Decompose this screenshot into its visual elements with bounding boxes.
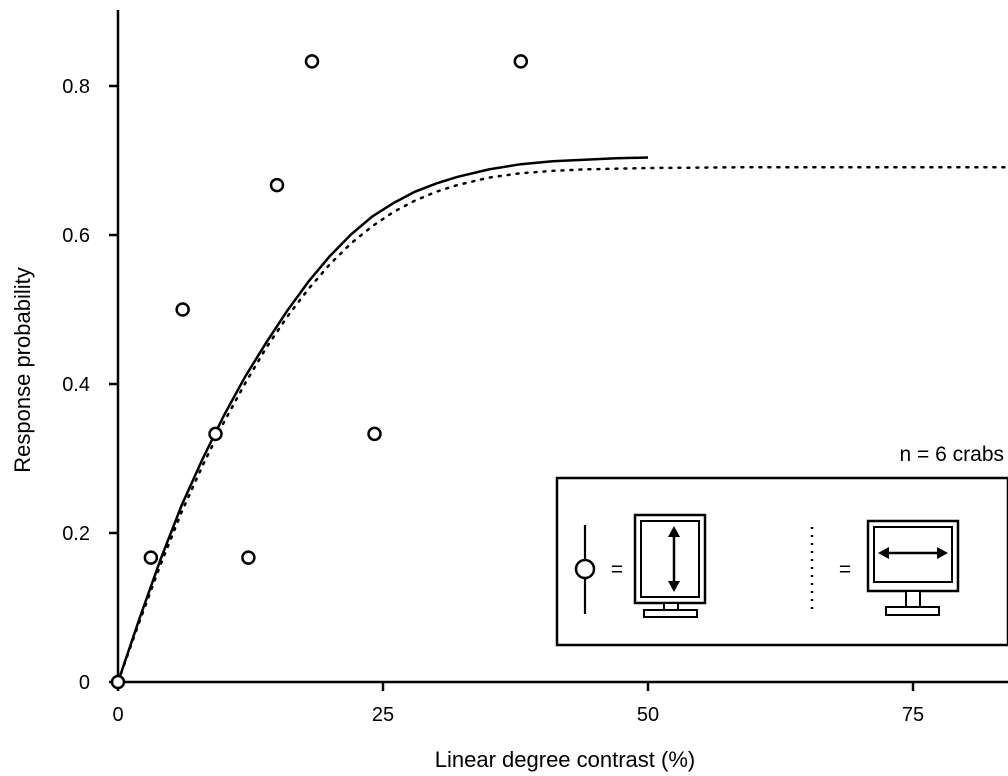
data-point bbox=[143, 550, 159, 565]
axes bbox=[116, 10, 1008, 684]
landscape-monitor-horizontal-arrow-icon bbox=[866, 519, 960, 616]
legend-item-dotted: = bbox=[810, 519, 960, 616]
data-point bbox=[367, 426, 382, 442]
data-point bbox=[241, 550, 256, 565]
data-point bbox=[175, 302, 190, 317]
data-point bbox=[304, 54, 320, 69]
portrait-monitor-vertical-arrow-icon bbox=[633, 513, 707, 618]
data-points bbox=[110, 54, 529, 690]
legend-equals-sign: = bbox=[611, 558, 623, 581]
x-tick-label: 0 bbox=[112, 704, 123, 726]
x-tick-label: 75 bbox=[902, 704, 924, 726]
data-point bbox=[208, 426, 223, 442]
legend-equals-sign: = bbox=[839, 558, 851, 581]
fit-curves bbox=[116, 156, 1008, 684]
sample-size-annotation: n = 6 crabs bbox=[900, 443, 1004, 466]
legend-circle-marker bbox=[574, 558, 596, 580]
legend-item-circle: = bbox=[574, 513, 707, 618]
data-point bbox=[513, 54, 529, 69]
dotted-fit-curve bbox=[116, 165, 1008, 684]
y-tick-label: 0.2 bbox=[62, 523, 90, 545]
x-tick-label: 50 bbox=[637, 704, 659, 726]
solid-fit-curve bbox=[116, 156, 649, 683]
y-ticks: 0 0.2 0.4 0.6 0.8 bbox=[62, 76, 118, 694]
y-tick-label: 0 bbox=[79, 672, 90, 694]
x-ticks: 0 25 50 75 bbox=[112, 682, 924, 726]
legend: = = bbox=[555, 476, 1008, 647]
y-axis-label: Response probability bbox=[10, 267, 35, 472]
data-point bbox=[269, 177, 285, 193]
x-axis-label: Linear degree contrast (%) bbox=[435, 747, 695, 772]
y-tick-label: 0.6 bbox=[62, 225, 90, 247]
y-tick-label: 0.8 bbox=[62, 76, 90, 98]
y-tick-label: 0.4 bbox=[62, 374, 90, 396]
x-tick-label: 25 bbox=[372, 704, 394, 726]
data-point bbox=[110, 674, 126, 690]
